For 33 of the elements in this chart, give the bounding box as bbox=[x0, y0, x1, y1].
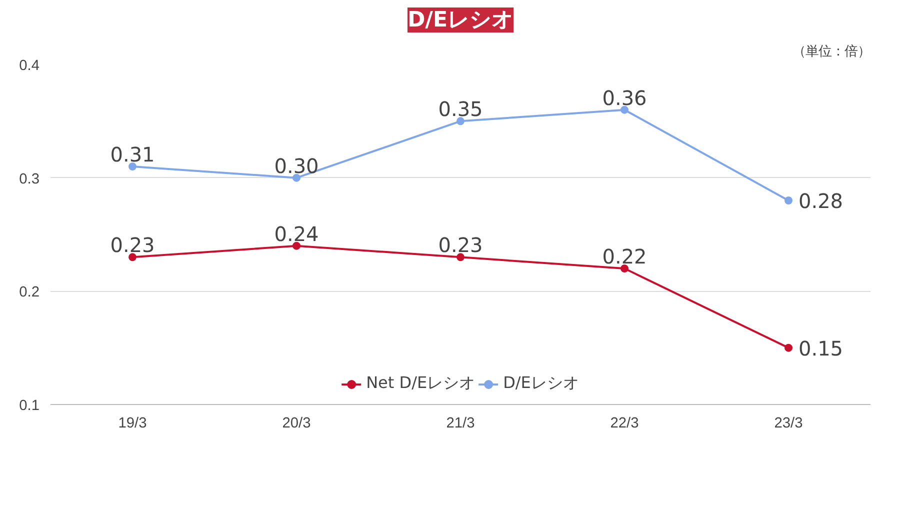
point bbox=[784, 344, 792, 352]
point bbox=[456, 253, 464, 262]
data-label: 0.23 bbox=[438, 233, 483, 258]
point bbox=[456, 117, 464, 126]
legend-label: D/Eレシオ bbox=[503, 373, 579, 394]
chart-title: D/Eレシオ bbox=[407, 8, 514, 32]
data-label: 0.15 bbox=[798, 336, 844, 360]
x-tick-label: 22/3 bbox=[610, 416, 639, 432]
data-label: 0.30 bbox=[274, 154, 319, 178]
data-label: 0.22 bbox=[602, 244, 647, 268]
x-tick-label: 20/3 bbox=[282, 416, 311, 432]
text: （単位：倍） bbox=[792, 44, 870, 60]
point bbox=[128, 253, 136, 262]
point bbox=[128, 162, 136, 170]
legend-label: Net D/Eレシオ bbox=[366, 373, 476, 394]
x-tick-label: 19/3 bbox=[118, 416, 147, 432]
point bbox=[620, 106, 628, 114]
data-label: 0.36 bbox=[602, 86, 647, 110]
data-label: 0.35 bbox=[438, 97, 483, 122]
y-tick-label: 0.4 bbox=[19, 58, 40, 74]
point bbox=[292, 174, 300, 182]
data-label: 0.31 bbox=[110, 142, 155, 166]
x-tick-label: 21/3 bbox=[446, 416, 475, 432]
point bbox=[784, 196, 792, 204]
y-tick-label: 0.3 bbox=[19, 171, 40, 188]
point bbox=[292, 242, 300, 250]
data-label: 0.23 bbox=[110, 233, 155, 258]
point bbox=[620, 264, 628, 272]
y-tick-label: 0.2 bbox=[19, 284, 40, 301]
data-label: 0.28 bbox=[798, 189, 844, 213]
x-tick-label: 23/3 bbox=[774, 416, 803, 432]
data-label: 0.24 bbox=[274, 222, 319, 246]
y-tick-label: 0.1 bbox=[19, 398, 40, 414]
